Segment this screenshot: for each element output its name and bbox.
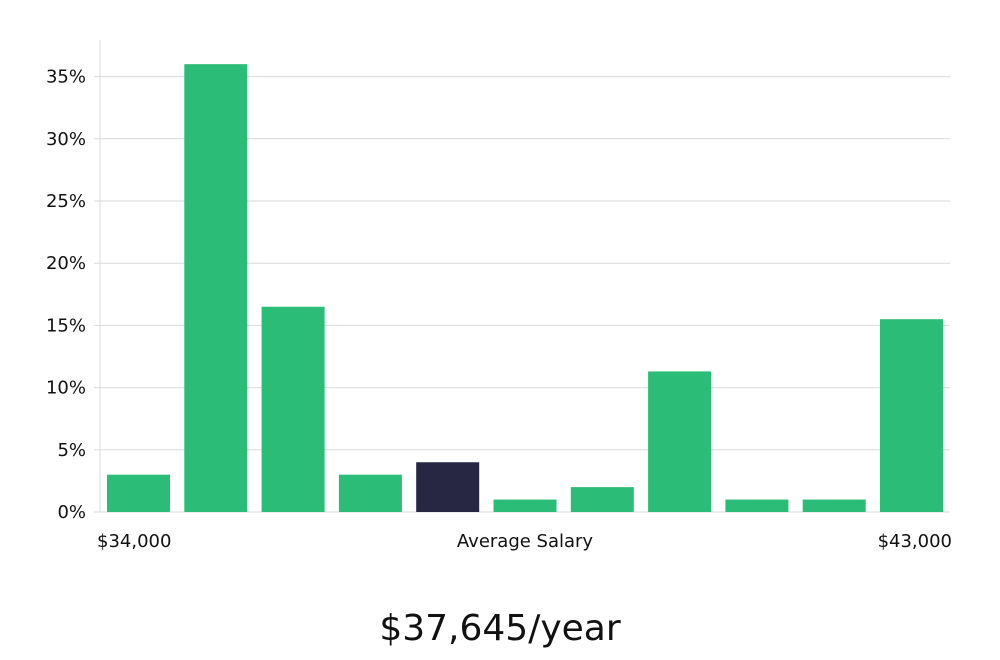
bar bbox=[338, 474, 402, 512]
y-tick-label: 0% bbox=[57, 502, 86, 523]
bar bbox=[493, 499, 557, 512]
average-salary-label: $37,645/year bbox=[379, 608, 621, 649]
y-tick-label: 35% bbox=[46, 67, 86, 88]
bar bbox=[107, 474, 170, 512]
y-tick-label: 15% bbox=[46, 315, 86, 336]
salary-histogram: 0% 5% 10% 15% 20% 25% 30% 35% $34,000 Average S… bbox=[46, 40, 952, 552]
x-axis-max-label: $43,000 bbox=[878, 531, 952, 552]
y-tick-label: 25% bbox=[46, 191, 86, 212]
bar bbox=[184, 64, 248, 512]
y-tick-label: 5% bbox=[57, 440, 86, 461]
bar bbox=[880, 319, 943, 512]
bars bbox=[107, 64, 943, 512]
bar bbox=[261, 306, 325, 512]
bar bbox=[570, 487, 634, 512]
y-tick-label: 10% bbox=[46, 378, 86, 399]
bar bbox=[802, 499, 866, 512]
y-axis-ticks: 0% 5% 10% 15% 20% 25% 30% 35% bbox=[46, 67, 100, 523]
bar bbox=[725, 499, 789, 512]
bar bbox=[648, 371, 712, 512]
bar-highlighted bbox=[416, 462, 480, 512]
y-tick-label: 20% bbox=[46, 253, 86, 274]
x-axis-min-label: $34,000 bbox=[97, 531, 171, 552]
x-axis-title: Average Salary bbox=[457, 531, 594, 552]
y-tick-label: 30% bbox=[46, 129, 86, 150]
